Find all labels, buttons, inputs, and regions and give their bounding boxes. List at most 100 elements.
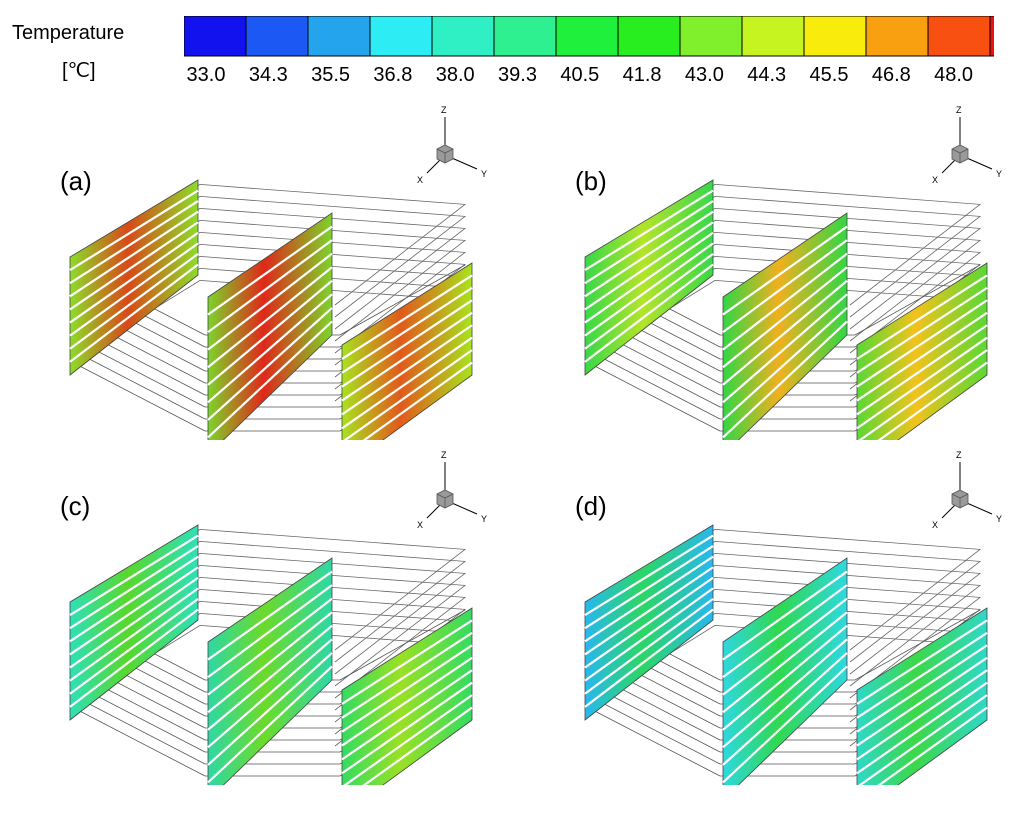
colorbar-swatch bbox=[307, 16, 371, 57]
fin-slit bbox=[207, 597, 333, 696]
fin-slit bbox=[343, 694, 473, 785]
fin-slit bbox=[877, 706, 988, 785]
fin-slit bbox=[856, 324, 988, 416]
fin-slit bbox=[69, 555, 199, 643]
fin-slit bbox=[584, 534, 714, 617]
fin-slit bbox=[343, 349, 473, 440]
panel-label: (d) bbox=[575, 491, 607, 521]
fin-front-edge bbox=[584, 705, 721, 777]
panel-b: Z X Y (b) bbox=[575, 100, 1015, 440]
fin-slit bbox=[341, 336, 473, 430]
colorbar-tick-label: 34.3 bbox=[248, 64, 288, 86]
fin-slit bbox=[722, 611, 848, 714]
heated-wall-mid bbox=[722, 212, 848, 440]
fin-slit bbox=[877, 361, 988, 440]
fin-slit bbox=[207, 252, 333, 351]
fin-slit bbox=[69, 534, 199, 617]
fin-slit bbox=[69, 587, 199, 682]
fin-slit bbox=[341, 299, 473, 388]
fin-slit bbox=[69, 221, 199, 311]
fin-front-edge bbox=[69, 693, 206, 765]
fin-front-edge bbox=[69, 348, 206, 420]
panel-label: (c) bbox=[60, 491, 91, 521]
fin-slit bbox=[858, 349, 988, 440]
fin-slit bbox=[584, 189, 714, 272]
fin-slit bbox=[69, 189, 199, 272]
colorbar-tick-label: 36.8 bbox=[373, 64, 413, 86]
heated-wall-mid bbox=[207, 557, 333, 785]
fin-slit bbox=[856, 631, 988, 719]
fin-slit bbox=[584, 555, 714, 643]
fin-slit bbox=[722, 225, 848, 316]
colorbar-swatch bbox=[184, 16, 247, 57]
fin-slit bbox=[207, 665, 333, 784]
fin-slit bbox=[722, 638, 848, 749]
colorbar-swatch bbox=[989, 16, 994, 57]
fin-front-edge bbox=[854, 264, 981, 336]
axis-label-y: Y bbox=[996, 514, 1002, 524]
fin-slit bbox=[856, 286, 988, 374]
fin-slit bbox=[207, 307, 333, 421]
fin-slit bbox=[69, 598, 199, 695]
colorbar-title: Temperature bbox=[12, 22, 125, 44]
axis-label-x: X bbox=[932, 520, 938, 530]
fin-slit bbox=[584, 231, 714, 324]
fin-slit bbox=[584, 545, 714, 630]
fin-slit bbox=[69, 566, 199, 656]
fin-slit bbox=[362, 706, 473, 785]
fin-slit bbox=[207, 570, 333, 661]
axis-label-z: Z bbox=[956, 450, 962, 460]
fin-slit bbox=[207, 611, 333, 714]
fin-slit bbox=[584, 253, 714, 350]
fin-slit bbox=[207, 652, 333, 766]
fin-slit bbox=[722, 320, 848, 439]
axis-triad-icon: Z X Y bbox=[932, 105, 1002, 185]
axis-label-x: X bbox=[932, 175, 938, 185]
colorbar-swatch bbox=[741, 16, 805, 57]
colorbar-swatch bbox=[555, 16, 619, 57]
colorbar-swatch bbox=[803, 16, 867, 57]
fin-front-edge bbox=[584, 360, 721, 432]
colorbar-ticks: 33.0 34.3 35.5 36.8 38.0 39.3 40.5 41.8 43.0 44.3… bbox=[160, 64, 1000, 94]
fin-slit bbox=[584, 263, 714, 363]
fin-slit bbox=[341, 619, 473, 705]
fin-slit bbox=[69, 231, 199, 324]
fin-slit bbox=[341, 324, 473, 416]
fin-slit bbox=[207, 584, 333, 678]
colorbar-swatch bbox=[865, 16, 929, 57]
fin-slit bbox=[69, 253, 199, 350]
fin-front-edge bbox=[584, 348, 721, 420]
colorbar-tick-label: 39.3 bbox=[498, 64, 537, 86]
fin-slit bbox=[69, 576, 199, 669]
fin-slit bbox=[207, 293, 333, 404]
fin-slit bbox=[69, 242, 199, 337]
fin-slit bbox=[722, 307, 848, 421]
colorbar bbox=[184, 16, 994, 57]
wall-temperature-diagram: Z X Y bbox=[584, 105, 1002, 440]
colorbar-tick-label: 43.0 bbox=[684, 64, 724, 86]
fin-slit bbox=[207, 638, 333, 749]
fin-slit bbox=[341, 311, 473, 402]
fin-slit bbox=[856, 274, 988, 360]
fin-slit bbox=[584, 608, 714, 708]
axis-label-x: X bbox=[417, 520, 423, 530]
fin-slit bbox=[856, 644, 988, 733]
fin-front-edge bbox=[69, 705, 206, 777]
axis-triad-icon: Z X Y bbox=[932, 450, 1002, 530]
fin-slit bbox=[856, 619, 988, 705]
fin-slit bbox=[722, 584, 848, 678]
fin-slit bbox=[722, 252, 848, 351]
fin-slit bbox=[856, 336, 988, 430]
axis-label-z: Z bbox=[441, 105, 447, 115]
fin-slit bbox=[207, 320, 333, 439]
fin-front-edge bbox=[339, 264, 466, 336]
panel-c: Z X Y (c) bbox=[60, 445, 500, 785]
fin-slit bbox=[856, 669, 988, 761]
fin-front-edge bbox=[339, 609, 466, 681]
fin-slit bbox=[722, 624, 848, 731]
colorbar-swatch bbox=[927, 16, 991, 57]
heated-wall-mid bbox=[722, 557, 848, 785]
axis-triad-icon: Z X Y bbox=[417, 450, 487, 530]
colorbar-tick-label: 33.0 bbox=[186, 64, 226, 86]
panel-a: Z X Y (a) bbox=[60, 100, 500, 440]
